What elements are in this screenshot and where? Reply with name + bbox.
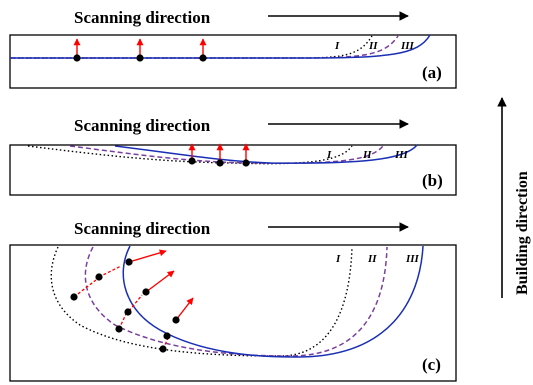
building-direction-label: Building direction [514,171,531,295]
panel-frame-b [9,144,457,196]
curve-III-b [114,144,418,164]
grain-point-c-6 [142,288,150,296]
label-III-c: III [405,253,420,265]
grain-point-c-1 [70,293,78,301]
curve-II-b [69,145,384,164]
panel-tag-a: (a) [422,63,442,82]
label-II-a: II [368,40,378,52]
panel-tag-b: (b) [422,171,443,190]
label-II-b: II [362,149,372,161]
growth-link-c-1 [73,279,97,298]
scanning-direction-label-a: Scanning direction [74,8,211,27]
grain-point-c-2 [95,273,103,281]
building-direction: Building direction [497,97,531,298]
growth-arrow-c-3 [175,297,194,321]
panel-frame-a [9,34,457,89]
grain-point-c-4 [115,325,123,333]
grain-point-c-5 [124,308,132,316]
grain-point-b-2 [216,159,224,167]
panel-b: Scanning direction I II III (b) [9,116,457,196]
grain-point-c-3 [125,258,133,266]
grain-point-a-3 [199,54,207,62]
scanning-direction-label-b: Scanning direction [74,116,211,135]
grain-point-c-8 [163,332,171,340]
grain-point-c-9 [172,316,180,324]
grain-point-b-1 [188,157,196,165]
growth-link-c-4 [128,294,143,312]
grain-point-a-2 [136,54,144,62]
grain-point-a-1 [73,54,81,62]
panel-tag-c: (c) [422,355,441,374]
growth-link-c-2 [98,265,122,278]
panel-c: Scanning direction I II III (c) [9,219,457,382]
curve-I-a [10,35,373,59]
label-I-c: I [335,253,341,265]
label-II-c: II [367,253,377,265]
curve-II-c [84,246,388,357]
growth-arrow-c-2 [145,270,175,293]
growth-arrow-c-1 [128,249,167,263]
label-I-a: I [334,40,340,52]
panel-frame-c [9,244,457,382]
grain-point-c-7 [159,345,167,353]
grain-point-b-3 [242,159,250,167]
label-I-b: I [326,149,332,161]
curve-II-a [10,35,399,59]
panel-a: Scanning direction I II III (a) [9,8,457,89]
label-III-b: III [394,149,409,161]
curve-III-c [122,245,424,358]
curve-I-c [50,246,353,357]
curve-III-a [10,34,431,59]
label-III-a: III [400,40,415,52]
scanning-direction-label-c: Scanning direction [74,219,211,238]
